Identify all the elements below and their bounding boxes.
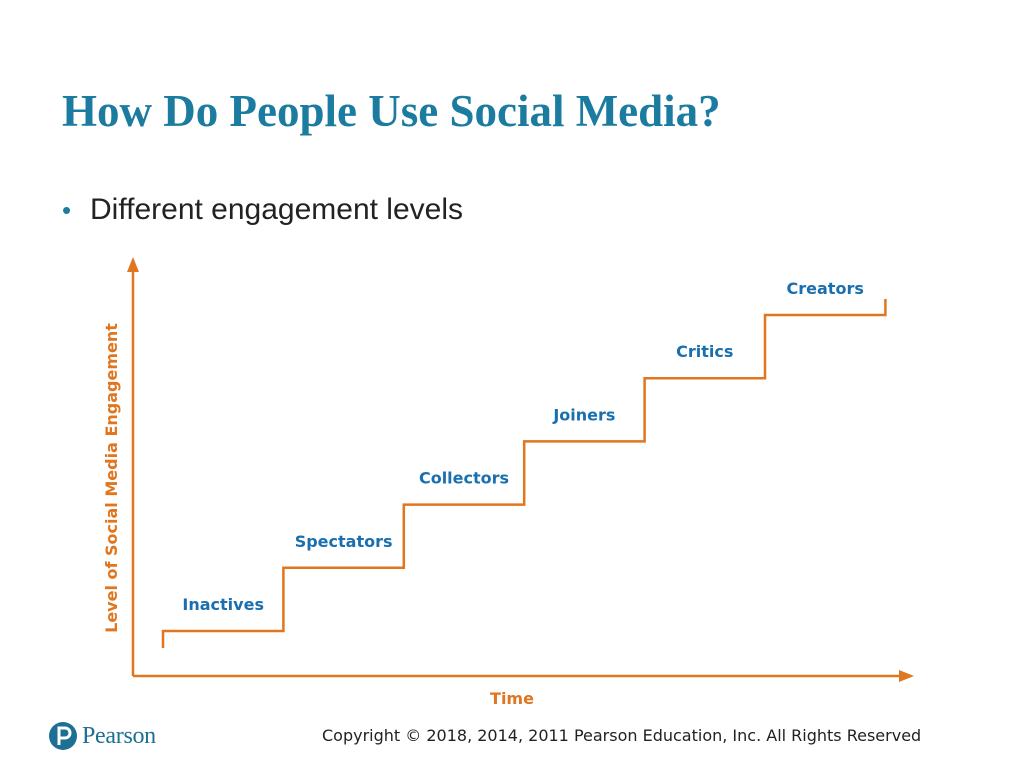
x-axis-arrow-icon: [899, 670, 914, 682]
level-label-joiners: Joiners: [552, 405, 615, 424]
staircase-line: [161, 299, 887, 648]
pearson-p-icon: [49, 722, 77, 750]
bullet-text: Different engagement levels: [90, 193, 464, 226]
bullet-dot-icon: •: [62, 195, 72, 225]
step-labels: Inactives Spectators Collectors Joiners …: [182, 279, 863, 614]
level-label-spectators: Spectators: [295, 532, 393, 551]
logo-text: Pearson: [82, 722, 156, 749]
slide-title: How Do People Use Social Media?: [62, 86, 721, 136]
copyright-text: Copyright © 2018, 2014, 2011 Pearson Edu…: [322, 726, 922, 745]
level-label-collectors: Collectors: [419, 469, 509, 488]
pearson-logo: Pearson: [48, 719, 156, 753]
x-axis-label: Time: [490, 689, 534, 708]
level-label-creators: Creators: [787, 279, 864, 298]
y-axis-label: Level of Social Media Engagement: [102, 323, 121, 633]
level-label-critics: Critics: [676, 342, 733, 361]
level-label-inactives: Inactives: [182, 595, 264, 614]
bullet-item: • Different engagement levels: [62, 193, 463, 227]
y-axis-arrow-icon: [127, 257, 139, 272]
